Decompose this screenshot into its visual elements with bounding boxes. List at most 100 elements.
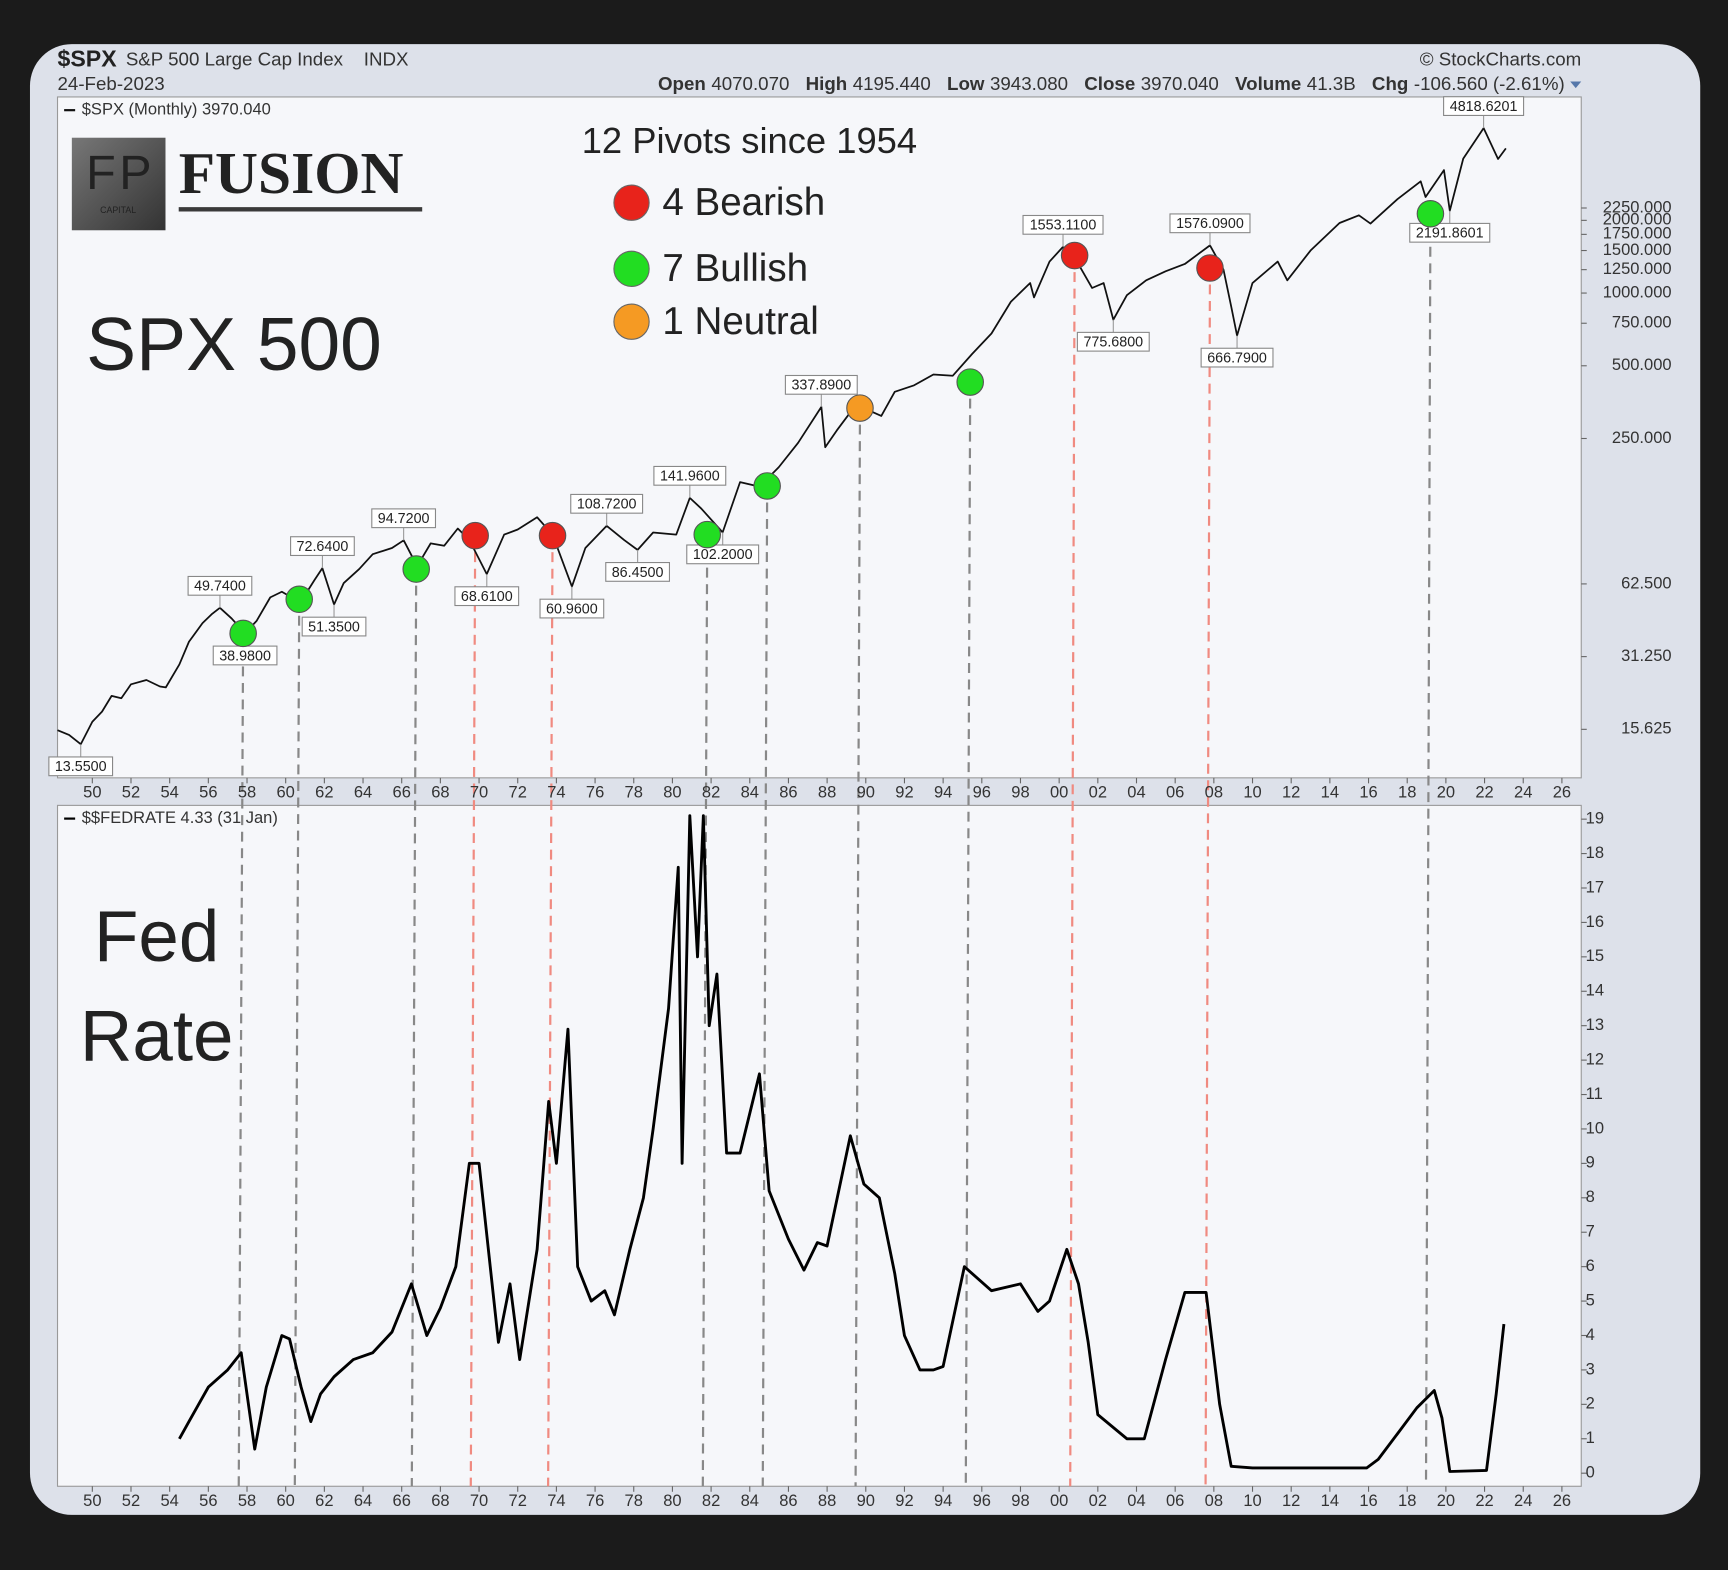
- y-tick-label: 31.250: [1621, 646, 1672, 665]
- pivot-marker: [229, 619, 257, 648]
- y-tick-label: 7: [1586, 1222, 1595, 1241]
- x-tick-label: 62: [315, 1491, 333, 1510]
- x-tick-label: 78: [625, 1491, 643, 1510]
- quote-label: Chg: [1372, 73, 1408, 94]
- x-tick-label: 06: [1166, 783, 1184, 802]
- x-tick-label: 26: [1553, 783, 1571, 802]
- y-tick-label: 1: [1586, 1428, 1595, 1447]
- annotation-box: [686, 544, 760, 565]
- x-tick-label: 04: [1127, 1491, 1145, 1510]
- x-tick-label: 94: [934, 783, 952, 802]
- x-tick-label: 00: [1050, 783, 1068, 802]
- legend-label: 7 Bullish: [662, 247, 808, 290]
- date: 24-Feb-2023: [58, 73, 165, 94]
- quote-value: 3970.040: [1141, 73, 1219, 94]
- x-tick-label: 54: [160, 783, 178, 802]
- plot-area: [56, 804, 1582, 1487]
- x-tick-label: 22: [1475, 783, 1493, 802]
- pivot-guide: [547, 535, 554, 1487]
- annotation-box: [1409, 222, 1491, 243]
- annotation-label: 4818.6201: [1450, 99, 1518, 115]
- legend-label: $SPX (Monthly) 3970.040: [82, 100, 271, 119]
- x-tick-label: 98: [1011, 1491, 1029, 1510]
- quote-label: Close: [1084, 73, 1135, 94]
- x-tick-label: 08: [1205, 1491, 1223, 1510]
- y-tick-label: 13: [1586, 1015, 1604, 1034]
- x-tick-label: 92: [895, 1491, 913, 1510]
- y-tick-label: 16: [1586, 912, 1604, 931]
- x-tick-label: 66: [393, 783, 411, 802]
- annotation-label: 49.7400: [194, 579, 246, 595]
- y-tick-label: 3: [1586, 1359, 1595, 1378]
- y-tick-label: 1750.000: [1603, 224, 1672, 243]
- annotation-label: 1576.0900: [1176, 216, 1244, 232]
- annotation-box: [301, 616, 367, 637]
- x-tick-label: 50: [83, 783, 101, 802]
- quote-value: 41.3B: [1307, 73, 1356, 94]
- x-tick-label: 54: [160, 1491, 178, 1510]
- annotation-label: 86.4500: [612, 565, 664, 581]
- annotation-box: [605, 561, 671, 582]
- x-tick-label: 14: [1321, 783, 1339, 802]
- index-name: S&P 500 Large Cap Index: [126, 49, 344, 70]
- x-tick-label: 72: [509, 783, 527, 802]
- annotation-box: [1200, 347, 1274, 368]
- x-tick-label: 70: [470, 783, 488, 802]
- pivot-guide: [237, 633, 245, 1487]
- y-tick-label: 2: [1586, 1394, 1595, 1413]
- annotation-label: 72.6400: [297, 539, 349, 555]
- x-tick-label: 80: [663, 783, 681, 802]
- annotation-box: [653, 465, 727, 486]
- y-tick-label: 6: [1586, 1256, 1595, 1275]
- annotation-label: 102.2000: [693, 547, 753, 563]
- x-tick-label: 58: [238, 783, 256, 802]
- y-tick-label: 250.000: [1612, 428, 1672, 447]
- x-tick-label: 12: [1282, 783, 1300, 802]
- x-tick-label: 14: [1321, 1491, 1339, 1510]
- x-tick-label: 50: [83, 1491, 101, 1510]
- annotation-label: 60.9600: [546, 601, 598, 617]
- quote-value: -106.560 (-2.61%): [1414, 73, 1565, 94]
- pivot-guide: [1424, 213, 1432, 1487]
- x-tick-label: 88: [818, 783, 836, 802]
- chart-label: Fed: [94, 896, 219, 977]
- x-tick-label: 20: [1437, 1491, 1455, 1510]
- y-tick-label: 500.000: [1612, 355, 1672, 374]
- annotation-box: [1022, 214, 1104, 235]
- pivot-marker: [1196, 254, 1224, 282]
- quote-label: Volume: [1235, 73, 1301, 94]
- x-tick-label: 18: [1398, 1491, 1416, 1510]
- x-tick-label: 86: [779, 1491, 797, 1510]
- pivot-guide: [469, 535, 477, 1487]
- x-tick-label: 24: [1514, 1491, 1532, 1510]
- x-tick-label: 52: [122, 1491, 140, 1510]
- annotation-box: [784, 374, 858, 395]
- annotation-label: 1553.1100: [1030, 218, 1097, 234]
- x-tick-label: 74: [547, 783, 565, 802]
- x-tick-label: 82: [702, 1491, 720, 1510]
- legend-label: 1 Neutral: [662, 300, 818, 343]
- annotation-label: 141.9600: [660, 469, 720, 485]
- y-tick-label: 10: [1586, 1118, 1604, 1137]
- logo-sub: CAPITAL: [100, 205, 136, 215]
- annotation-label: 13.5500: [55, 759, 107, 775]
- y-tick-label: 750.000: [1612, 313, 1672, 332]
- x-tick-label: 10: [1243, 1491, 1261, 1510]
- annotation-box: [1169, 213, 1251, 234]
- y-tick-label: 17: [1586, 877, 1604, 896]
- annotation-label: 775.6800: [1083, 335, 1143, 351]
- x-tick-label: 74: [547, 1491, 565, 1510]
- annotation-box: [187, 575, 253, 596]
- x-tick-label: 12: [1282, 1491, 1300, 1510]
- x-tick-label: 10: [1243, 783, 1261, 802]
- quote-label: Open: [658, 73, 706, 94]
- pivot-marker: [693, 520, 721, 549]
- x-tick-label: 98: [1011, 783, 1029, 802]
- x-tick-label: 78: [625, 783, 643, 802]
- x-tick-label: 22: [1475, 1491, 1493, 1510]
- pivot-marker: [1060, 241, 1089, 270]
- x-tick-label: 52: [122, 783, 140, 802]
- annotation-label: 337.8900: [791, 378, 851, 394]
- y-tick-label: 2250.000: [1603, 197, 1672, 216]
